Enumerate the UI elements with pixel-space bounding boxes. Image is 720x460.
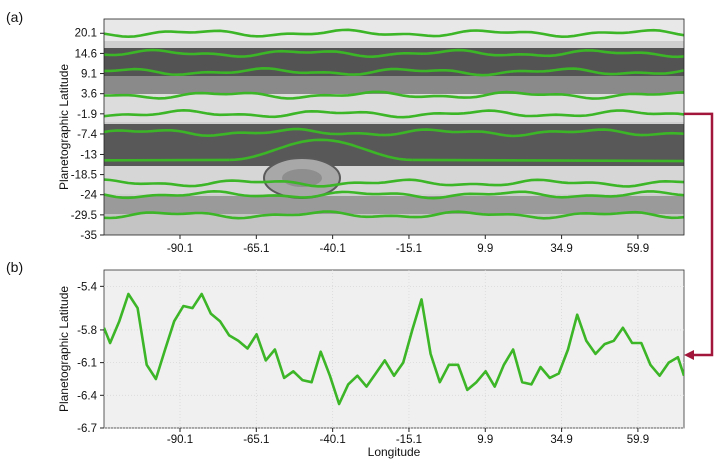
panel-b-xtick-label: -65.1: [243, 434, 269, 446]
panel-a-xtick-label: -65.1: [243, 243, 269, 255]
panel-b-xlabel: Longitude: [368, 445, 421, 459]
panel-a-frame: [103, 18, 685, 236]
panel-b-label: (b): [6, 259, 23, 275]
panel-b-ytick-label: -6.4: [77, 390, 97, 402]
panel-a-label: (a): [6, 9, 23, 25]
contour-line: [104, 108, 684, 119]
panel-a-ytick-label: 20.1: [75, 27, 97, 39]
panel-a-xtick-label: 34.9: [550, 243, 572, 255]
panel-a-ytick-label: -18.5: [71, 170, 97, 182]
connector-arrowhead: [684, 350, 694, 360]
connector-arrow: [684, 112, 714, 357]
panel-a-ytick-label: -29.5: [71, 210, 97, 222]
panel-a-ytick-label: -1.9: [77, 109, 97, 121]
contour-line: [104, 127, 684, 138]
contour-line: [104, 189, 684, 200]
latitude-series-line: [104, 292, 684, 406]
panel-b-ytick-label: -5.4: [77, 281, 97, 293]
panel-b-grid: [104, 270, 684, 429]
panel-a-xtick-label: -90.1: [167, 243, 193, 255]
panel-b-xtick-label: -90.1: [167, 434, 193, 446]
jupiter-map: [104, 19, 684, 235]
panel-a-xtick-label: -15.1: [396, 243, 422, 255]
panel-a-ytick-label: -24: [80, 190, 97, 202]
panel-b-ytick-label: -6.1: [77, 358, 97, 370]
panel-b-xtick-label: 59.9: [627, 434, 649, 446]
panel-a-ytick-label: 3.6: [81, 89, 97, 101]
contour-line: [104, 178, 684, 188]
contour-line: [104, 90, 684, 100]
band-south-grey: [104, 196, 684, 214]
latitude-contours: [104, 28, 684, 220]
panel-a-ytick-label: 14.6: [75, 48, 97, 60]
contour-line: [104, 48, 684, 59]
contour-line-spot-bulge: [229, 138, 413, 162]
panel-b-xtick-label: -40.1: [320, 434, 346, 446]
panel-b-xtick-label: -15.1: [396, 434, 422, 446]
panel-a-xtick-label: 9.9: [477, 243, 493, 255]
contour-line: [104, 210, 684, 220]
panel-a-ytick-label: 9.1: [81, 69, 97, 81]
panel-a-axes: 20.1 14.6 9.1 3.6 -1.9 -7.4 -13 -18.5 -24 -29.5 -3…: [71, 18, 685, 255]
panel-b-xtick-label: 9.9: [477, 434, 493, 446]
panel-b-xtick-label: 34.9: [550, 434, 572, 446]
panel-b-ytick-label: -6.7: [77, 423, 97, 435]
panel-a-xtick-label: 59.9: [627, 243, 649, 255]
panel-b-ytick-label: -5.8: [77, 325, 97, 337]
band-north-grey: [104, 76, 684, 94]
panel-a-xtick-label: -40.1: [320, 243, 346, 255]
band-white-top: [104, 19, 684, 41]
panel-a-ytick-label: -35: [80, 230, 97, 242]
panel-a-ylabel: Planetographic Latitude: [57, 64, 71, 190]
band-south-pale: [104, 214, 684, 235]
panel-a-ytick-label: -7.4: [77, 129, 97, 141]
panel-a-ytick-label: -13: [80, 149, 97, 161]
contour-line: [104, 28, 684, 39]
panel-b-ylabel: Planetographic Latitude: [57, 286, 71, 412]
contour-line: [104, 66, 684, 77]
contour-line-spot-flanks: [104, 158, 684, 163]
panel-b-axes: -5.4 -5.8 -6.1 -6.4 -6.7 -90.1 -65.1 -40.1 -15.1…: [77, 281, 649, 446]
panel-b-plot-area: [103, 269, 685, 429]
